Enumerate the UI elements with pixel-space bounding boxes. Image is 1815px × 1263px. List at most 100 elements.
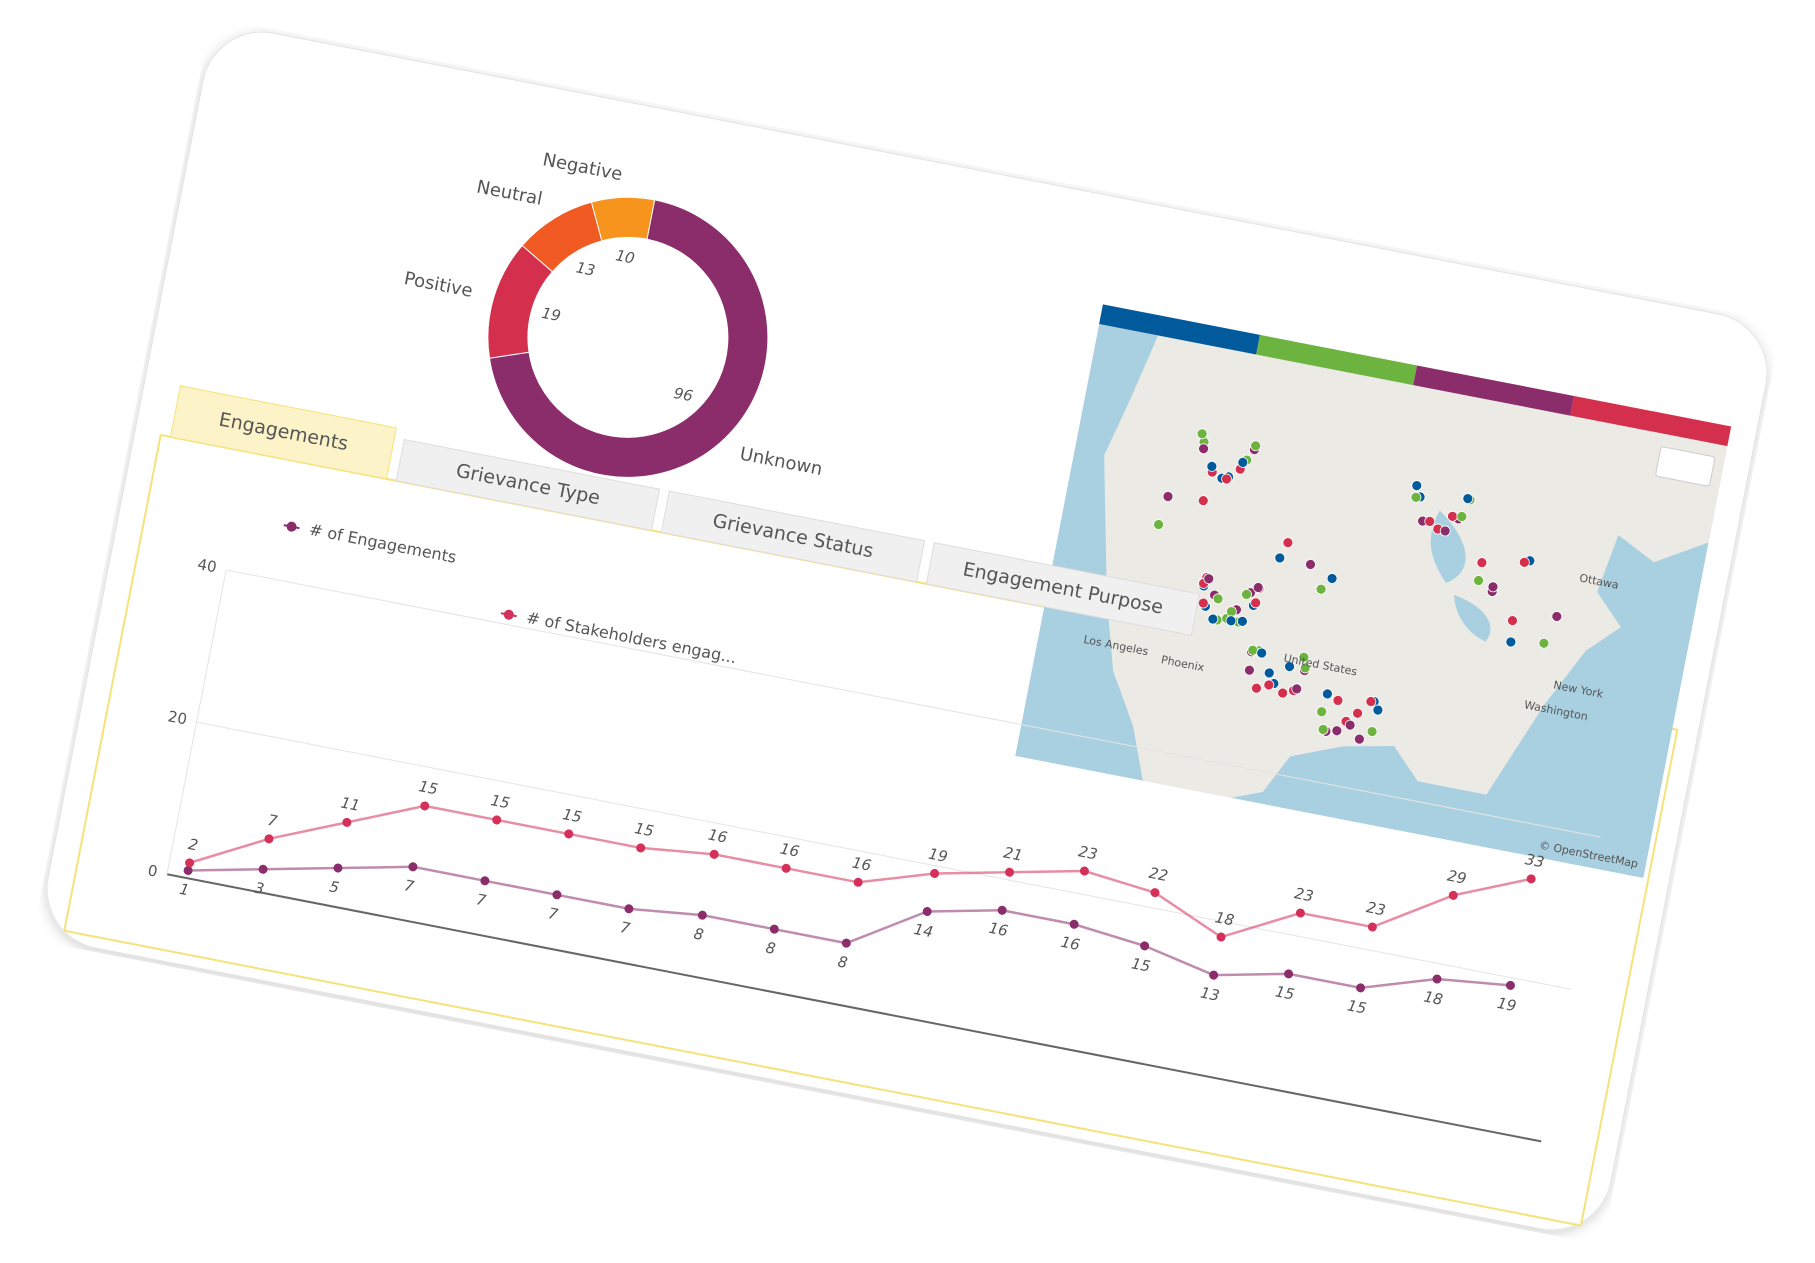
map-dot (1424, 516, 1436, 527)
data-label: 33 (1524, 850, 1546, 871)
map-dot (1203, 573, 1215, 585)
data-point (624, 904, 634, 914)
map[interactable] (1015, 324, 1728, 879)
data-label: 15 (1130, 954, 1152, 975)
data-point (342, 817, 352, 827)
data-point (1367, 922, 1377, 932)
donut-slice (590, 196, 656, 242)
data-point (636, 843, 646, 853)
map-dot (1518, 556, 1530, 568)
data-label: 8 (692, 925, 705, 944)
data-point (853, 877, 863, 887)
data-point (333, 863, 343, 873)
donut-slice (488, 199, 769, 478)
tab-background (395, 438, 661, 531)
data-label: 16 (707, 825, 729, 846)
data-point (492, 815, 502, 825)
data-point (1284, 969, 1294, 979)
map-dot (1250, 597, 1262, 609)
map-dot (1153, 519, 1164, 530)
data-label: 7 (547, 904, 560, 924)
map-dot (1305, 559, 1316, 570)
map-color-bar (1099, 304, 1260, 355)
map-dot (1551, 611, 1563, 622)
map-dot (1505, 636, 1517, 648)
map-dot (1507, 615, 1518, 626)
data-label: 7 (266, 811, 279, 831)
tab[interactable]: Grievance Status (660, 490, 926, 583)
map-dot (1197, 495, 1209, 507)
map-dot (1473, 575, 1484, 586)
data-label: 19 (1496, 994, 1518, 1015)
data-label: 18 (1213, 908, 1235, 929)
map-dot (1282, 537, 1294, 549)
map-dot (1162, 491, 1174, 502)
map-dot (1354, 733, 1365, 745)
data-point (258, 864, 268, 874)
data-label: 23 (1365, 898, 1387, 919)
map-dot (1366, 726, 1378, 738)
map-dot (1487, 581, 1499, 593)
map-dot (1256, 647, 1268, 659)
data-label: 15 (489, 791, 511, 812)
map-dot (1410, 491, 1422, 503)
map-dot (1439, 525, 1451, 537)
map-dot (1251, 682, 1262, 694)
map-land (1104, 335, 1728, 798)
map-dot (1411, 480, 1423, 492)
tab[interactable]: Engagements (169, 385, 397, 480)
data-label: 29 (1446, 867, 1468, 888)
map-dot (1212, 593, 1224, 605)
data-point (1448, 890, 1458, 900)
map-dot (1332, 695, 1344, 706)
map-control[interactable] (1655, 446, 1716, 487)
data-label: 16 (851, 853, 873, 874)
grid-line (226, 569, 1601, 838)
data-point (841, 938, 851, 948)
data-point (420, 801, 430, 811)
map-dot (1236, 615, 1248, 627)
data-point (1140, 941, 1150, 951)
map-dot (1365, 696, 1377, 707)
map-color-bar (1256, 334, 1418, 386)
map-dot (1237, 456, 1249, 468)
slice-value-label: 19 (540, 304, 562, 325)
y-axis (166, 569, 227, 875)
data-label: 21 (1002, 843, 1024, 864)
data-label: 15 (561, 805, 583, 826)
data-point (922, 907, 932, 917)
data-point (183, 865, 193, 875)
data-point (264, 834, 274, 844)
data-label: 3 (253, 879, 266, 898)
data-point (1526, 874, 1536, 884)
map-dot (1326, 573, 1338, 584)
map-dot (1206, 460, 1218, 472)
data-label: 15 (1346, 996, 1368, 1017)
map-dot (1252, 582, 1264, 593)
data-point (697, 910, 707, 920)
data-label: 14 (912, 920, 934, 941)
data-point (769, 924, 779, 934)
map-dot (1263, 667, 1275, 679)
map-dot (1372, 704, 1384, 716)
tab-background (660, 490, 926, 583)
map-dot (1207, 613, 1219, 625)
map-dot (1198, 443, 1209, 455)
data-label: 19 (927, 845, 949, 866)
data-label: 1 (178, 880, 191, 899)
map-dot (1241, 589, 1252, 600)
map-dot (1322, 688, 1333, 700)
data-point (997, 905, 1007, 915)
map-dot (1352, 707, 1363, 719)
grid-line (166, 873, 1542, 1143)
data-label: 16 (1059, 933, 1081, 954)
data-label: 18 (1422, 988, 1444, 1009)
map-dot (1244, 664, 1255, 676)
data-point (1150, 888, 1160, 898)
map-dot (1298, 651, 1310, 663)
data-point (1079, 866, 1089, 876)
slice-value-label: 10 (614, 246, 636, 267)
data-point (1295, 908, 1305, 918)
data-point (930, 868, 940, 878)
